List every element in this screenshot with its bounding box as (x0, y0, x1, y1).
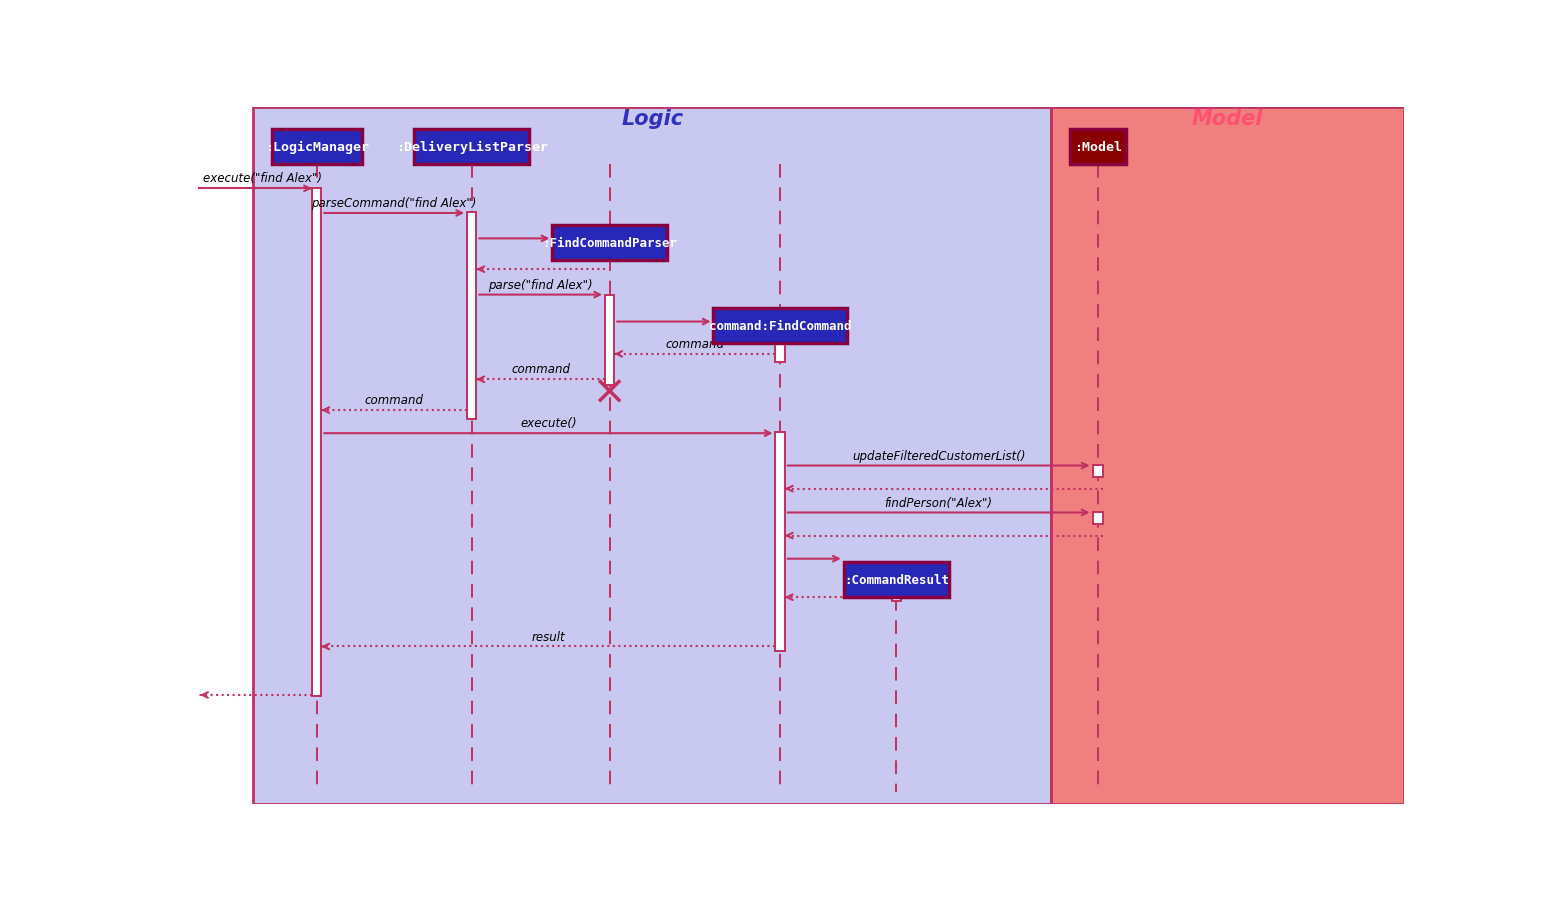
Bar (1094, 512, 1103, 525)
Text: :LogicManager: :LogicManager (265, 141, 368, 154)
Bar (312, 189, 321, 696)
Text: updateFilteredCustomerList(): updateFilteredCustomerList() (852, 449, 1025, 462)
Text: :Model: :Model (1073, 141, 1122, 154)
Bar (775, 322, 785, 362)
Text: parseCommand("find Alex"): parseCommand("find Alex") (312, 197, 477, 209)
Bar (415, 130, 529, 165)
Bar (775, 433, 785, 651)
Text: :CommandResult: :CommandResult (844, 573, 948, 586)
Text: execute(): execute() (519, 417, 577, 430)
Bar (844, 563, 948, 598)
Bar (466, 213, 476, 420)
Text: parse("find Alex"): parse("find Alex") (488, 278, 593, 292)
Text: :DeliveryListParser: :DeliveryListParser (396, 141, 548, 154)
Bar (253, 108, 1051, 804)
Bar (552, 225, 668, 261)
Text: command:FindCommand: command:FindCommand (708, 320, 852, 332)
Text: execute("find Alex"): execute("find Alex") (203, 172, 321, 185)
Bar (713, 308, 847, 344)
Bar (605, 295, 615, 386)
Text: Model: Model (1192, 109, 1264, 129)
Text: :FindCommandParser: :FindCommandParser (543, 237, 677, 249)
Bar (892, 589, 902, 601)
Text: command: command (666, 338, 724, 350)
Text: Logic: Logic (621, 109, 683, 129)
Bar (1070, 130, 1126, 165)
Bar (1094, 465, 1103, 478)
Text: findPerson("Alex"): findPerson("Alex") (885, 496, 992, 509)
Text: command: command (365, 394, 424, 406)
Text: result: result (532, 630, 565, 643)
Text: command: command (512, 363, 569, 376)
Bar (271, 130, 362, 165)
Bar (1051, 108, 1404, 804)
